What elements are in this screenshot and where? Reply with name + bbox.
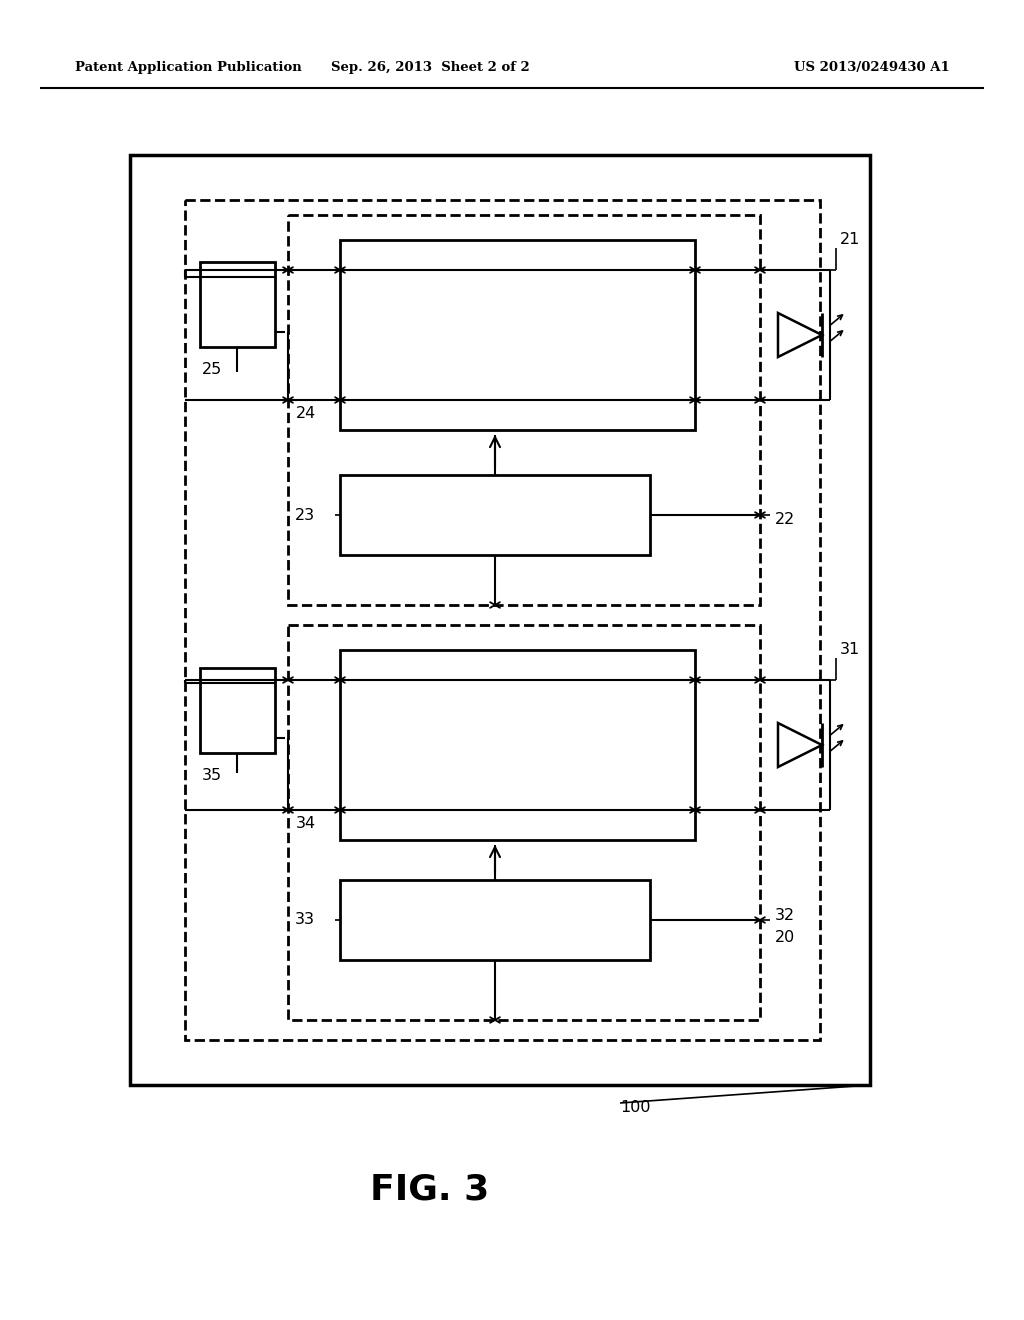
Text: 35: 35	[202, 767, 222, 783]
Text: 34: 34	[296, 816, 316, 830]
Text: 31: 31	[840, 643, 860, 657]
Bar	[340, 475, 650, 554]
Text: Sep. 26, 2013  Sheet 2 of 2: Sep. 26, 2013 Sheet 2 of 2	[331, 62, 529, 74]
Text: US 2013/0249430 A1: US 2013/0249430 A1	[795, 62, 950, 74]
Text: 21: 21	[840, 232, 860, 248]
Text: 33: 33	[295, 912, 315, 928]
Bar	[200, 668, 275, 752]
Text: 24: 24	[296, 405, 316, 421]
Bar	[130, 154, 870, 1085]
Text: 100: 100	[620, 1101, 650, 1115]
Text: Patent Application Publication: Patent Application Publication	[75, 62, 302, 74]
Text: 22: 22	[775, 512, 796, 528]
Bar	[340, 240, 695, 430]
Bar	[200, 261, 275, 347]
Text: FIG. 3: FIG. 3	[370, 1173, 489, 1206]
Bar	[185, 201, 820, 1040]
Text: 32: 32	[775, 908, 795, 924]
Bar	[340, 880, 650, 960]
Bar	[288, 624, 760, 1020]
Text: 23: 23	[295, 507, 315, 523]
Text: 20: 20	[775, 931, 796, 945]
Text: 25: 25	[202, 363, 222, 378]
Bar	[340, 649, 695, 840]
Bar	[288, 215, 760, 605]
